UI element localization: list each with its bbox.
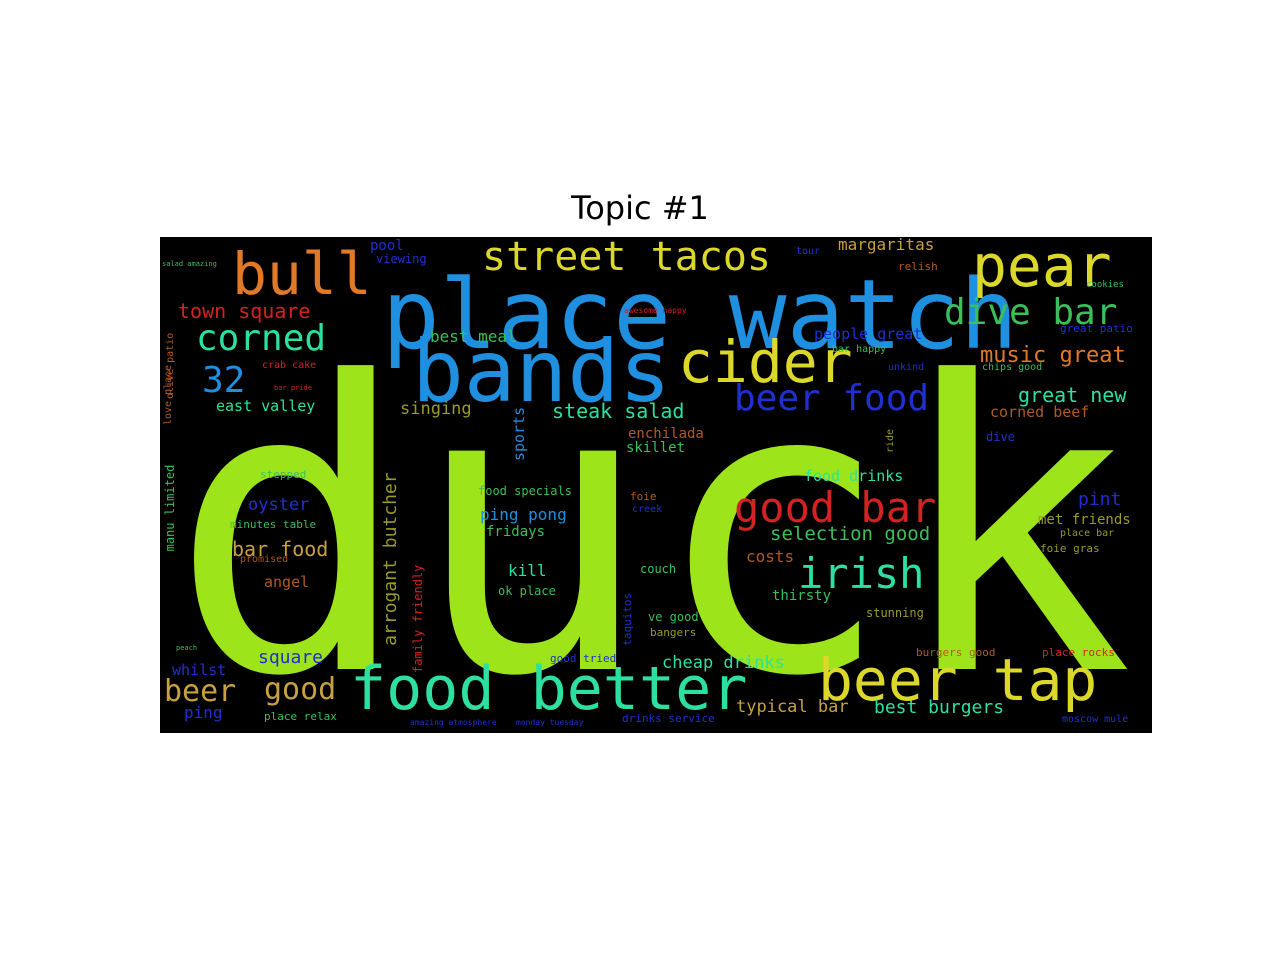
- w-salad-amazing: salad amazing: [162, 260, 217, 268]
- w-bangers: bangers: [650, 626, 697, 639]
- w-pear: pear: [972, 237, 1112, 300]
- w-chips-good: chips good: [982, 362, 1043, 373]
- w-dive-bar: dive bar: [944, 292, 1118, 333]
- w-viewing: viewing: [376, 252, 427, 266]
- w-good-bar: good bar: [734, 483, 937, 532]
- w-pool: pool: [370, 238, 404, 254]
- w-skillet: skillet: [626, 440, 686, 456]
- w-manu-limited: manu limited: [163, 464, 177, 552]
- w-margaritas: margaritas: [838, 237, 935, 254]
- w-ve-good: ve good: [648, 610, 699, 624]
- w-monday-tuesday: monday tuesday: [516, 718, 584, 727]
- w-ping: ping: [184, 703, 223, 722]
- w-awesome-happy: awesome happy: [624, 306, 687, 315]
- w-place-rocks: place rocks: [1042, 646, 1115, 659]
- w-place-watch: place watch: [382, 259, 1018, 371]
- w-cider: cider: [678, 328, 853, 396]
- w-costs: costs: [746, 547, 795, 566]
- w-moscow-mule: moscow mule: [1062, 714, 1129, 725]
- w-love-place: love place: [163, 364, 174, 425]
- w-place-bar: place bar: [1060, 528, 1115, 539]
- w-good: good: [264, 672, 337, 707]
- w-dive: dive: [986, 430, 1015, 444]
- w-kill: kill: [508, 561, 547, 580]
- w-couch: couch: [640, 562, 677, 576]
- w-stepped: stepped: [260, 468, 307, 481]
- w-corned-beef: corned beef: [990, 403, 1090, 421]
- w-thirsty: thirsty: [772, 588, 832, 604]
- w-met-friends: met friends: [1038, 512, 1131, 528]
- w-ping-pong: ping pong: [480, 505, 567, 524]
- w-unkind: unkind: [888, 362, 925, 373]
- w-street-tacos: street tacos: [482, 237, 771, 280]
- w-32: 32: [202, 360, 246, 401]
- w-corned: corned: [196, 318, 327, 359]
- w-music-great: music great: [980, 343, 1126, 368]
- w-great-new: great new: [1018, 383, 1127, 407]
- w-food-better: food better: [350, 654, 748, 724]
- w-crab-cake: crab cake: [262, 360, 317, 371]
- w-minutes-table: minutes table: [230, 518, 317, 531]
- word-cloud: duck place watch bands bull pear street tacos…: [160, 237, 1152, 733]
- w-enchilada: enchilada: [628, 426, 704, 442]
- w-beer-food: beer food: [734, 378, 930, 419]
- w-peach: peach: [176, 644, 198, 652]
- w-town-square: town square: [178, 299, 311, 323]
- w-bar-pride: bar pride: [274, 384, 312, 392]
- w-ok-place: ok place: [498, 584, 556, 598]
- w-duck: duck: [170, 299, 1134, 733]
- w-cheap-drinks: cheap drinks: [662, 653, 785, 673]
- w-bands: bands: [412, 322, 671, 422]
- w-oyster: oyster: [248, 495, 310, 515]
- w-cookies: cookies: [1086, 280, 1124, 290]
- w-whilst: whilst: [172, 661, 227, 679]
- w-relish: relish: [898, 260, 938, 273]
- w-great-patio: great patio: [1060, 322, 1133, 335]
- w-family-friendly: family friendly: [411, 564, 425, 673]
- w-irish: irish: [798, 549, 925, 598]
- w-burgers-good: burgers good: [916, 646, 996, 659]
- w-food-drinks: food drinks: [804, 467, 904, 485]
- w-ride: ride: [885, 428, 896, 453]
- w-tour: tour: [796, 246, 821, 257]
- w-selection-good: selection good: [770, 523, 931, 545]
- w-good-tried: good tried: [550, 652, 617, 665]
- w-best-burgers: best burgers: [874, 697, 1005, 718]
- w-food-specials: food specials: [478, 484, 572, 498]
- w-pint: pint: [1078, 489, 1122, 510]
- w-taquitos: taquitos: [621, 592, 634, 646]
- chart-title: Topic #1: [571, 189, 709, 227]
- w-people-great: people great: [814, 325, 923, 343]
- w-foie: foie: [630, 490, 657, 503]
- w-bar-food: bar food: [232, 537, 329, 561]
- w-singing: singing: [400, 399, 472, 419]
- w-east-valley: east valley: [216, 397, 316, 415]
- w-typical-bar: typical bar: [736, 697, 849, 717]
- w-fridays: fridays: [486, 524, 546, 540]
- w-promised: promised: [240, 554, 289, 565]
- w-place-relax: place relax: [264, 710, 337, 723]
- w-square: square: [258, 647, 324, 668]
- w-beer: beer: [164, 674, 237, 709]
- w-stunning: stunning: [866, 606, 924, 620]
- w-steak-salad: steak salad: [552, 399, 685, 423]
- w-arrogant-butcher: arrogant butcher: [380, 472, 401, 646]
- w-amazing-atmosphere: amazing atmosphere: [410, 718, 497, 727]
- w-beer-tap: beer tap: [818, 646, 1098, 714]
- w-creek: creek: [632, 504, 663, 515]
- w-bar-happy: bar happy: [832, 344, 887, 355]
- w-best-meal: best meal: [430, 327, 517, 346]
- w-drinks-service: drinks service: [622, 712, 715, 725]
- w-sports: sports: [510, 406, 528, 461]
- w-angel: angel: [264, 573, 310, 591]
- w-bull: bull: [232, 240, 372, 308]
- w-foie-gras: foie gras: [1040, 542, 1100, 555]
